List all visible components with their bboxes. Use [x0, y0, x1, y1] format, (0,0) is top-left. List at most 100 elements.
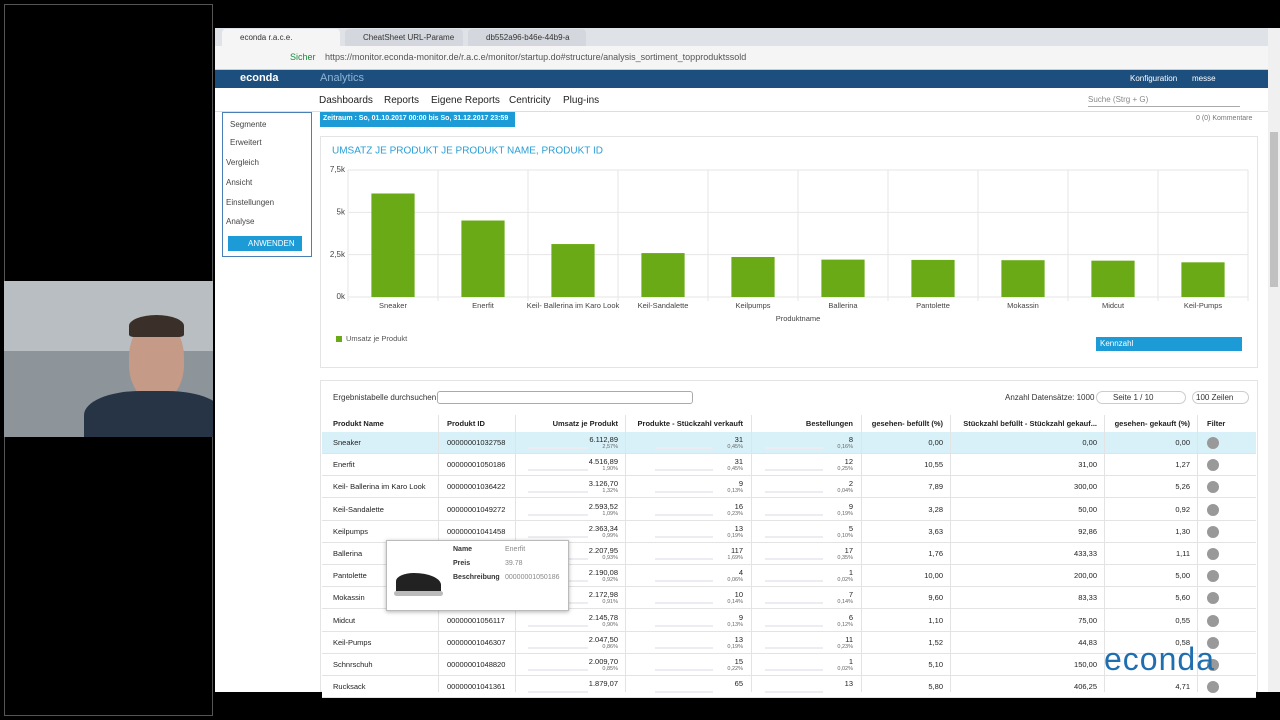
table-cell: 31,00	[1078, 460, 1097, 470]
table-cell: 10,00	[924, 571, 943, 581]
table-cell: 6	[848, 612, 853, 622]
column-divider	[1197, 415, 1198, 692]
filter-icon[interactable]	[1207, 681, 1219, 694]
bar	[551, 244, 595, 297]
config[interactable]: Konfiguration	[1130, 74, 1178, 83]
table-cell: 11	[845, 634, 853, 644]
sidebar-item[interactable]: Ansicht	[226, 178, 253, 187]
url[interactable]: https://monitor.econda-monitor.de/r.a.c.…	[325, 52, 747, 62]
table-cell: Keil-Sandalette	[333, 504, 384, 514]
column-header[interactable]: gesehen- gekauft (%)	[1114, 419, 1190, 428]
nav-item[interactable]: Reports	[384, 95, 420, 106]
share-label: 0,13%	[727, 488, 743, 495]
table-cell: 83,33	[1078, 593, 1097, 603]
column-header[interactable]: Produkt Name	[333, 419, 384, 428]
x-tick-label: Ballerina	[828, 301, 858, 310]
column-header[interactable]: gesehen- befüllt (%)	[871, 419, 943, 428]
search[interactable]: Suche (Strg + G)	[1088, 95, 1240, 107]
shoe-sole	[394, 591, 443, 596]
tab[interactable]: CheatSheet URL-Parame	[345, 29, 463, 46]
search-input[interactable]	[437, 391, 693, 404]
table-cell: 00000001048820	[447, 660, 506, 669]
table-cell: 0,00	[928, 438, 943, 447]
sidebar-item[interactable]: Analyse	[226, 217, 255, 226]
x-tick-label: Pantolette	[916, 301, 950, 310]
column-header[interactable]: Filter	[1207, 419, 1226, 428]
pagination[interactable]: Seite 1 / 10	[1096, 391, 1186, 404]
filter-icon[interactable]	[1207, 636, 1219, 649]
sidebar-item[interactable]: Vergleich	[226, 158, 259, 167]
table-cell: 1.879,07	[588, 679, 618, 689]
share-track	[765, 691, 823, 694]
nav-item[interactable]: Dashboards	[319, 95, 373, 106]
table-cell: 12	[844, 457, 853, 467]
column-divider	[861, 415, 862, 692]
share-label: 1,90%	[602, 466, 618, 473]
y-tick-label: 0k	[337, 292, 346, 301]
share-track	[655, 469, 713, 472]
sidebar-item[interactable]: Erweitert	[230, 138, 262, 147]
share-track	[528, 624, 588, 627]
filter-icon[interactable]	[1207, 614, 1219, 627]
table-cell: 9	[848, 501, 853, 511]
column-header[interactable]: Bestellungen	[805, 419, 853, 428]
comments[interactable]: 0 (0) Kommentare	[1196, 115, 1253, 122]
sidebar	[222, 112, 312, 257]
table-cell: 0,92	[1175, 504, 1190, 514]
chart-title: UMSATZ JE PRODUKT JE PRODUKT NAME, PRODU…	[332, 146, 603, 157]
share-track	[528, 691, 588, 694]
kpi-select[interactable]: Kennzahl	[1096, 337, 1242, 351]
tab[interactable]: db552a96-b46e-44b9-a	[468, 29, 586, 46]
share-label: 0,85%	[602, 666, 618, 672]
share-label: 0,12%	[837, 621, 853, 628]
share-label: 0,22%	[727, 666, 743, 672]
share-track	[765, 602, 823, 605]
column-header[interactable]: Produkt ID	[447, 419, 485, 428]
share-label: 0,19%	[727, 643, 743, 650]
share-track	[655, 535, 713, 538]
table-cell: 3.126,70	[588, 479, 618, 489]
tooltip-value: 00000001050186	[505, 574, 560, 581]
filter-icon[interactable]	[1207, 481, 1219, 494]
share-track	[765, 558, 823, 560]
column-divider	[625, 415, 626, 692]
rows-per-page[interactable]: 100 Zeilen	[1192, 391, 1249, 404]
filter-icon[interactable]	[1207, 548, 1219, 560]
share-label: 0,23%	[727, 510, 743, 517]
nav-item[interactable]: Plug-ins	[563, 95, 600, 106]
sidebar-item[interactable]: Einstellungen	[226, 198, 275, 207]
filter-icon[interactable]	[1207, 525, 1219, 538]
table-cell: 50,00	[1078, 504, 1097, 514]
share-track	[528, 447, 588, 449]
bar	[641, 253, 685, 297]
share-track	[655, 691, 713, 694]
nav-item[interactable]: Centricity	[509, 95, 551, 106]
tab[interactable]: econda r.a.c.e.	[222, 29, 340, 46]
sidebar-item[interactable]: Segmente	[230, 120, 267, 129]
table-cell: 2.172,98	[588, 590, 618, 600]
filter-icon[interactable]	[1207, 503, 1219, 516]
filter-icon[interactable]	[1207, 592, 1219, 605]
user[interactable]: messe	[1192, 74, 1216, 83]
share-track	[655, 646, 713, 649]
table-cell: 00000001050186	[447, 460, 506, 470]
legend-swatch	[336, 336, 342, 342]
column-header[interactable]: Stückzahl befüllt - Stückzahl gekauf...	[963, 419, 1097, 428]
share-track	[528, 513, 588, 516]
bar	[371, 193, 415, 297]
share-label: 0,25%	[837, 466, 853, 473]
share-track	[765, 513, 823, 516]
apply-button[interactable]: ANWENDEN	[228, 236, 302, 251]
table-cell: 00000001036422	[447, 482, 506, 492]
filter-icon[interactable]	[1207, 570, 1219, 583]
x-tick-label: Sneaker	[379, 301, 407, 310]
share-track	[765, 535, 823, 538]
filter-icon[interactable]	[1207, 659, 1219, 671]
column-header[interactable]: Umsatz je Produkt	[552, 419, 618, 428]
filter-icon[interactable]	[1207, 459, 1219, 472]
nav-item[interactable]: Eigene Reports	[431, 95, 500, 106]
filter-icon[interactable]	[1207, 437, 1219, 449]
share-label: 0,02%	[837, 666, 853, 672]
y-tick-label: 2,5k	[330, 250, 346, 259]
column-header[interactable]: Produkte - Stückzahl verkauft	[637, 419, 743, 428]
